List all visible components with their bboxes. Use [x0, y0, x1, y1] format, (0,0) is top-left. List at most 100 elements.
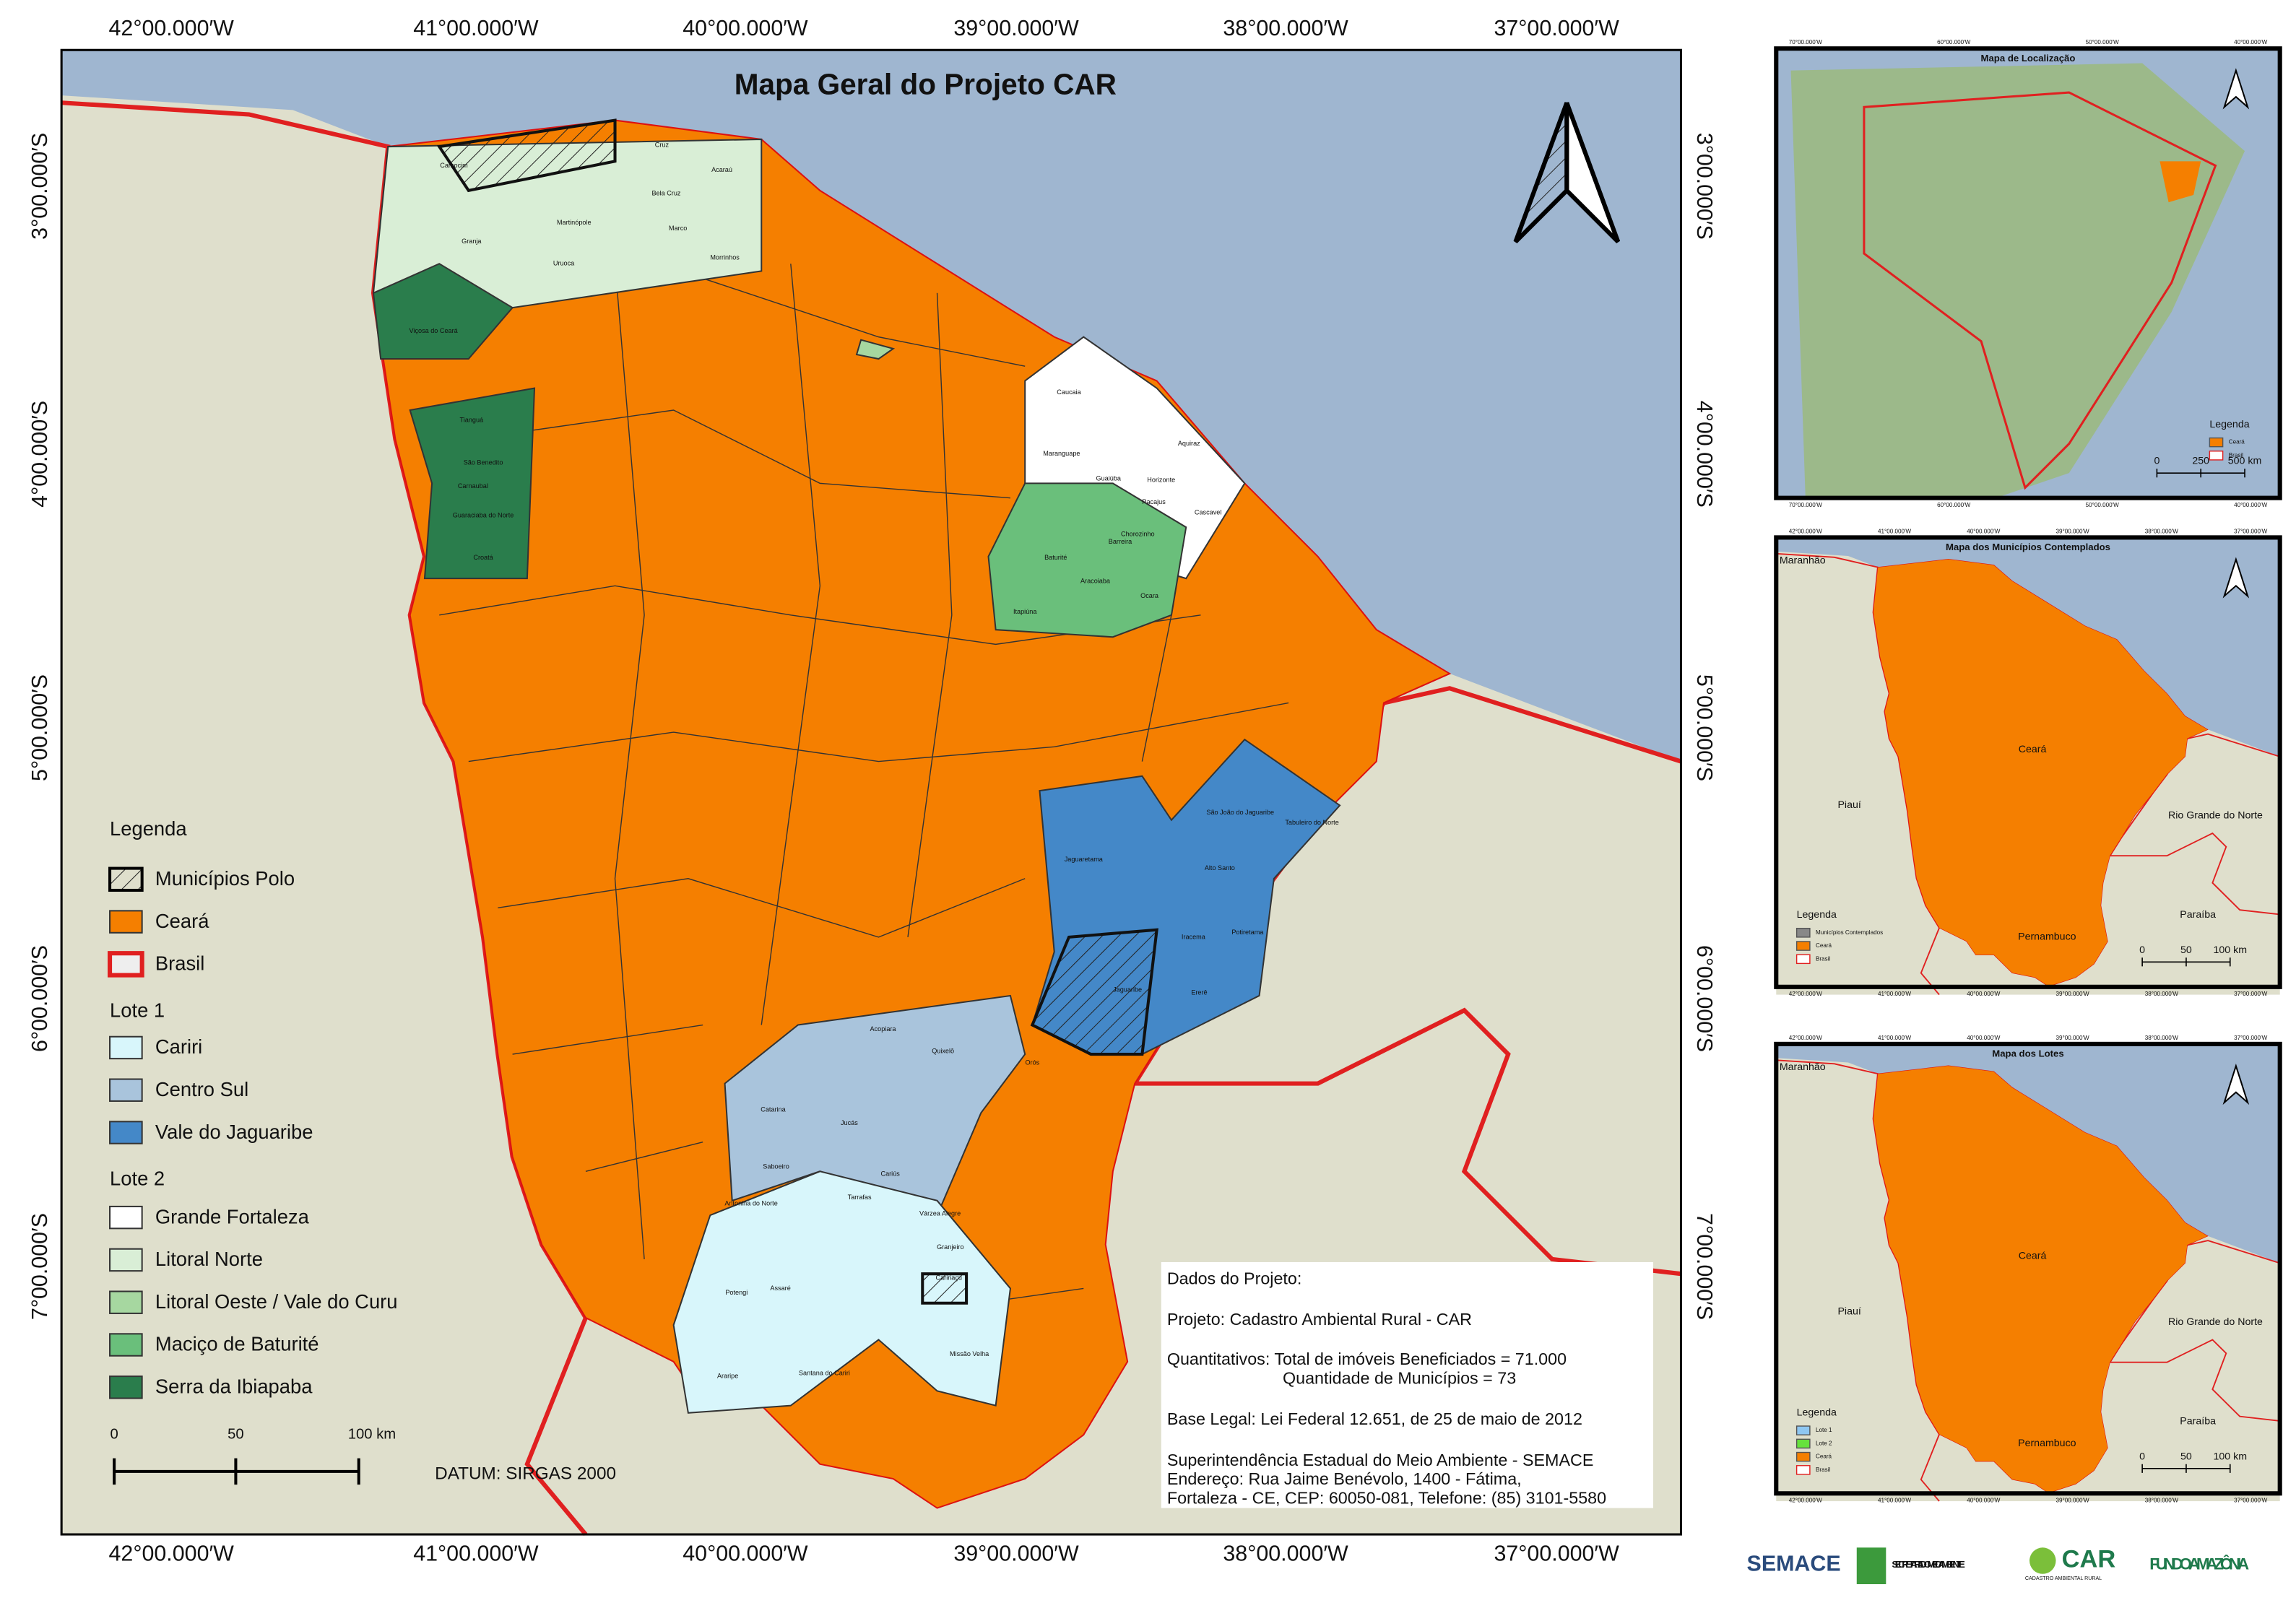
municipality-label: Jucás	[841, 1119, 858, 1126]
municipality-label: Guaraciaba do Norte	[453, 511, 514, 518]
continent	[1790, 63, 2245, 498]
municipality-label: Antonina do Norte	[724, 1199, 777, 1207]
inset-legend-item: Ceará	[1816, 942, 1832, 949]
municipality-label: Itapiúna	[1013, 608, 1037, 615]
municipality-label: Caririaçu	[936, 1274, 962, 1282]
cariri	[672, 1170, 1011, 1414]
legend-item: Litoral Norte	[155, 1248, 263, 1270]
inset-scale-label: 0	[2154, 456, 2159, 467]
inset-lon: 70°00.000′W	[1789, 502, 1823, 508]
municipality-label: Orós	[1025, 1059, 1039, 1066]
litoral-oeste	[855, 339, 896, 360]
municipality-label: Saboeiro	[763, 1163, 789, 1170]
inset-lon: 39°00.000′W	[2056, 991, 2090, 997]
inset-lon: 41°00.000′W	[1878, 528, 1912, 534]
inset-scale	[2141, 1464, 2231, 1473]
logos: SEMACE SECRETARIA DO MEIO AMBIENTE CAR C…	[1747, 1546, 2249, 1584]
inset-place: Piauí	[1837, 799, 1860, 811]
inset-scale-label: 500 km	[2228, 456, 2262, 467]
lon-label: 37°00.000′W	[1494, 16, 1619, 40]
municipality-label: Várzea Alegre	[919, 1209, 961, 1217]
municipality-label: Missão Velha	[950, 1350, 989, 1357]
municipality-label: Aracoiaba	[1080, 578, 1111, 585]
inset-legend-item: Brasil	[2229, 452, 2243, 459]
inset-legend-title: Legenda	[1797, 909, 1837, 921]
municipality-label: Uruoca	[553, 260, 575, 267]
inset-legend-item: Brasil	[1816, 955, 1830, 962]
inset-base	[1776, 1044, 2279, 1501]
municipality-label: Marco	[669, 225, 687, 232]
inset-place: Maranhão	[1780, 555, 1826, 567]
inset-lon: 40°00.000′W	[1967, 1035, 2001, 1041]
inset-legend-swatch	[2209, 437, 2224, 448]
inset-legend-item: Ceará	[2229, 439, 2245, 446]
municipality-label: Iracema	[1182, 933, 1206, 940]
logo-text: SEMACE	[1747, 1552, 1841, 1576]
inset-base	[1776, 537, 2279, 994]
municipality-label: Morrinhos	[710, 254, 740, 261]
coordinate-frame: 42°00.000′W 42°00.000′W 41°00.000′W 41°00.0…	[27, 16, 1717, 1566]
lat-label: 4°00.000′S	[1692, 401, 1717, 508]
inset-lon: 38°00.000′W	[2145, 1035, 2179, 1041]
municipality-label: Cariús	[881, 1170, 901, 1178]
map-title: Mapa Geral do Projeto CAR	[735, 68, 1117, 101]
lon-label: 41°00.000′W	[413, 1541, 539, 1565]
municipality-label: Barreira	[1109, 538, 1132, 545]
inset-map: Mapa dos Lotes 42°00.000′W 42°00.000′W 41°0…	[1774, 1035, 2282, 1504]
inset-north	[2222, 1063, 2250, 1105]
inset-lon: 42°00.000′W	[1789, 1035, 1823, 1041]
lon-label: 40°00.000′W	[683, 1541, 808, 1565]
municipality-label: Croatá	[473, 554, 493, 561]
municipality-label: Baturité	[1044, 554, 1067, 561]
inset-scale-label: 250	[2192, 456, 2209, 467]
municipality-label: Aquiraz	[1178, 440, 1200, 447]
municipality-label: Bela Cruz	[651, 189, 680, 196]
inset-lon: 60°00.000′W	[1937, 39, 1971, 45]
municipality-label: Jaguaribe	[1113, 986, 1142, 993]
serra-ibiapaba	[372, 263, 514, 360]
inset-frame	[1774, 1041, 2282, 1496]
inset-lon: 38°00.000′W	[2145, 1498, 2179, 1504]
inset-lon: 50°00.000′W	[2086, 502, 2120, 508]
legend-item: Municípios Polo	[155, 867, 295, 890]
municipality-label: Tarrafas	[848, 1194, 872, 1201]
inset-lon: 42°00.000′W	[1789, 528, 1823, 534]
project-line: Quantitativos: Total de imóveis Benefici…	[1167, 1350, 1567, 1368]
scale-label: 100 km	[348, 1427, 396, 1443]
municipality-label: Carnaubal	[458, 482, 488, 490]
inset-scale	[2156, 469, 2245, 478]
inset-lon: 50°00.000′W	[2086, 39, 2120, 45]
municipality-label: Potengi	[725, 1289, 748, 1296]
inset-lon: 40°00.000′W	[1967, 991, 2001, 997]
inset-title: Mapa de Localização	[1981, 53, 2076, 64]
lon-label: 41°00.000′W	[413, 16, 539, 40]
logo-text: CADASTRO AMBIENTAL RURAL	[2025, 1576, 2102, 1581]
lat-label: 4°00.000′S	[27, 401, 52, 508]
inset-legend-item: Lote 2	[1816, 1440, 1832, 1447]
ceara	[2159, 161, 2201, 203]
project-line: Projeto: Cadastro Ambiental Rural - CAR	[1167, 1310, 1472, 1329]
legend: Legenda Municípios Polo Ceará Brasil Lot…	[108, 817, 398, 1399]
municipality-label: Granja	[462, 238, 482, 245]
inset-lon: 37°00.000′W	[2234, 991, 2268, 997]
municipality-label: Tianguá	[460, 417, 485, 424]
municipality-label: Jaguaretama	[1065, 856, 1104, 863]
lat-label: 6°00.000′S	[27, 945, 52, 1052]
inset-lon: 40°00.000′W	[2234, 39, 2268, 45]
polo	[1030, 928, 1158, 1056]
legend-group: Lote 2	[110, 1168, 165, 1190]
inset-legend-item: Municípios Contemplados	[1816, 929, 1883, 936]
inset-scale-label: 0	[2139, 1451, 2145, 1462]
inset-legend-swatch	[1795, 927, 1811, 938]
inset-place: Pernambuco	[2018, 1438, 2076, 1449]
municipality-label: Santana do Cariri	[799, 1369, 850, 1376]
inset-frame	[1774, 535, 2282, 989]
inset-legend-swatch	[2209, 451, 2224, 461]
inset-lon: 39°00.000′W	[2056, 528, 2090, 534]
inset-legend-title: Legenda	[2209, 419, 2249, 430]
scale-label: 0	[110, 1427, 118, 1443]
municipality-label: Tabuleiro do Norte	[1285, 819, 1338, 826]
legend-item: Centro Sul	[155, 1078, 248, 1100]
